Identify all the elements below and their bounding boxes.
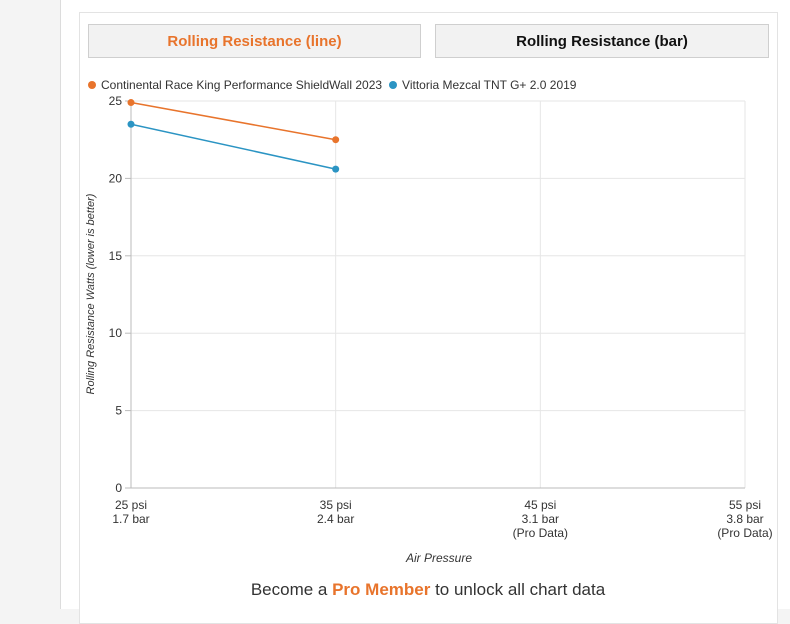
series-line-2 [130,123,336,170]
legend-label-series-2: Vittoria Mezcal TNT G+ 2.0 2019 [402,78,577,92]
series-point-1 [332,136,340,144]
y-tick-label: 15 [109,249,123,263]
y-tick-label: 5 [115,404,122,418]
x-axis-title: Air Pressure [405,551,473,565]
x-tick-label: 35 psi 2.4 bar [317,498,354,526]
legend-dot-series-1 [88,81,96,89]
y-tick-label: 10 [109,326,123,340]
x-tick-label: 25 psi 1.7 bar [112,498,149,526]
chart-legend: Continental Race King Performance Shield… [88,77,583,93]
promo-suffix: to unlock all chart data [430,580,606,599]
y-tick-label: 0 [115,481,122,495]
legend-label-series-1: Continental Race King Performance Shield… [101,78,383,92]
legend-dot-series-2 [389,81,398,89]
line-chart: 0 5 10 15 20 25 25 psi 1.7 bar 35 psi 2.4 bar 45 p… [109,94,773,540]
y-tick-label: 25 [109,94,123,108]
pro-member-link[interactable]: Pro Member [332,580,431,599]
x-tick-label: 45 psi 3.1 bar (Pro Data) [513,498,568,540]
tab-rolling-resistance-line[interactable]: Rolling Resistance (line) [88,24,421,58]
promo-prefix: Become a [250,580,333,599]
legend-item-series-2[interactable]: Vittoria Mezcal TNT G+ 2.0 2019 [389,78,576,92]
y-axis-title: Rolling Resistance Watts (lower is bette… [85,193,97,395]
pro-member-promo: Become a Pro Member to unlock all chart … [251,580,605,600]
tab-rolling-resistance-bar[interactable]: Rolling Resistance (bar) [435,24,769,58]
series-point-2 [127,120,135,128]
series-point-1 [127,99,135,107]
series-line-1 [130,101,336,141]
legend-item-series-1[interactable]: Continental Race King Performance Shield… [88,78,382,92]
series-point-2 [332,165,340,173]
y-tick-label: 20 [109,171,123,185]
x-tick-label: 55 psi 3.8 bar (Pro Data) [717,498,772,540]
